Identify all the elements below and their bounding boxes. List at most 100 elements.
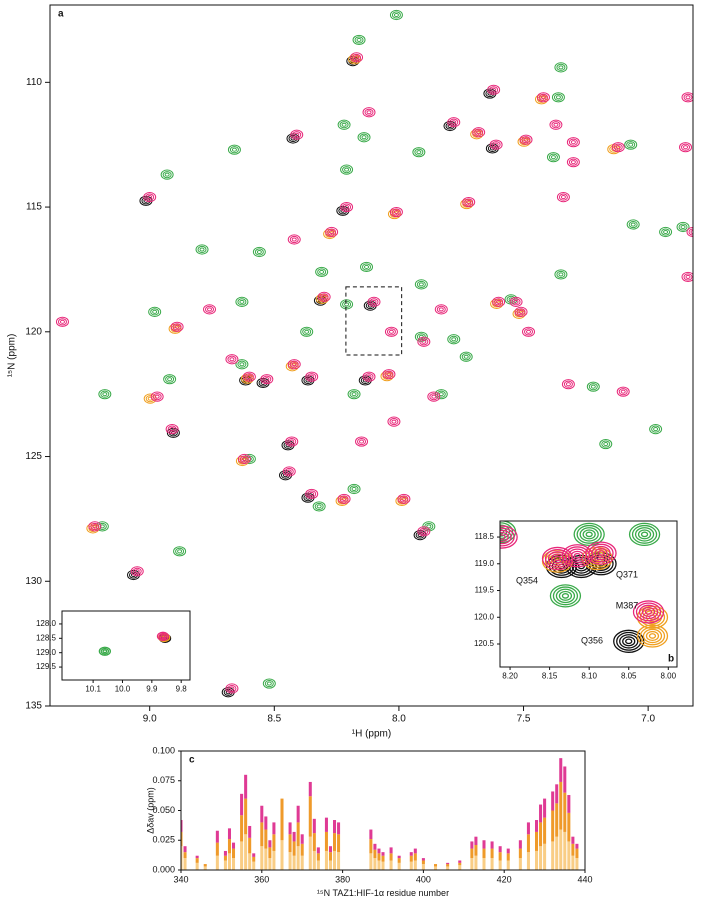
peak bbox=[362, 371, 376, 382]
contour bbox=[620, 389, 626, 394]
bar-segment bbox=[575, 848, 579, 859]
contour bbox=[289, 439, 295, 444]
y-tick-label: 128.0 bbox=[36, 619, 57, 628]
contour bbox=[242, 371, 256, 382]
bar-segment bbox=[244, 834, 248, 870]
bar-segment bbox=[324, 850, 328, 870]
bar-segment bbox=[268, 847, 272, 859]
bar-segment bbox=[470, 858, 474, 870]
bar-segment bbox=[181, 831, 183, 847]
contour bbox=[235, 359, 249, 370]
bar-segment bbox=[526, 822, 530, 835]
contour bbox=[568, 138, 578, 146]
contour bbox=[414, 148, 424, 156]
peak bbox=[447, 117, 461, 128]
contour bbox=[349, 485, 359, 493]
contour bbox=[560, 195, 566, 200]
contour bbox=[417, 526, 431, 537]
bar-segment bbox=[183, 858, 187, 870]
peak-annotation: Q356 bbox=[581, 635, 603, 645]
contour bbox=[173, 546, 187, 557]
contour bbox=[357, 437, 367, 446]
contour bbox=[451, 337, 457, 342]
contour bbox=[625, 638, 633, 645]
bar-segment bbox=[571, 836, 575, 844]
contour bbox=[637, 529, 652, 540]
bar-segment bbox=[559, 829, 563, 870]
bar-segment bbox=[195, 855, 199, 859]
contour bbox=[162, 171, 172, 179]
bar-segment bbox=[260, 846, 264, 870]
y-tick-label: 125 bbox=[25, 451, 42, 462]
contour bbox=[347, 389, 361, 400]
contour bbox=[553, 122, 559, 127]
contour bbox=[416, 280, 426, 288]
contour bbox=[150, 391, 164, 402]
contour bbox=[160, 169, 174, 180]
contour bbox=[309, 491, 315, 496]
bar-segment bbox=[474, 855, 478, 870]
bar-segment bbox=[470, 848, 474, 859]
bar-segment bbox=[264, 816, 268, 830]
peak bbox=[561, 379, 575, 390]
x-tick-label: 7.5 bbox=[517, 714, 531, 725]
contour bbox=[366, 374, 372, 379]
contour bbox=[388, 329, 394, 334]
contour bbox=[359, 133, 369, 141]
contour bbox=[165, 375, 175, 383]
contour bbox=[599, 438, 613, 450]
peak bbox=[632, 600, 665, 624]
contour bbox=[642, 628, 663, 644]
contour bbox=[337, 119, 351, 130]
contour bbox=[416, 150, 422, 155]
x-tick-label: 340 bbox=[173, 875, 188, 885]
contour bbox=[239, 299, 245, 304]
y-tick-label: 110 bbox=[26, 77, 42, 88]
contour bbox=[579, 527, 599, 542]
contour bbox=[359, 439, 365, 444]
contour bbox=[229, 686, 235, 691]
contour bbox=[466, 200, 472, 205]
x-axis-label: ¹H (ppm) bbox=[352, 729, 391, 740]
contour bbox=[352, 53, 362, 61]
bar-segment bbox=[324, 817, 328, 832]
contour bbox=[241, 456, 247, 462]
contour bbox=[284, 467, 294, 476]
contour bbox=[500, 529, 512, 545]
bar-segment bbox=[252, 853, 256, 857]
peak bbox=[156, 631, 170, 641]
x-tick-label: 9.9 bbox=[146, 685, 158, 694]
bar-segment bbox=[369, 839, 373, 854]
peak bbox=[459, 351, 473, 362]
peak bbox=[235, 359, 249, 370]
contour bbox=[464, 198, 474, 206]
bar-segment bbox=[575, 858, 579, 870]
contour bbox=[476, 130, 482, 135]
contour bbox=[361, 135, 367, 140]
bar-segment bbox=[260, 822, 264, 847]
contour bbox=[447, 117, 461, 128]
peak bbox=[98, 646, 112, 656]
contour bbox=[523, 137, 529, 142]
contour bbox=[436, 305, 446, 313]
contour bbox=[570, 550, 584, 561]
contour bbox=[163, 374, 177, 385]
contour bbox=[262, 678, 276, 689]
bar-segment bbox=[535, 831, 539, 851]
contour bbox=[321, 294, 327, 299]
contour bbox=[340, 164, 354, 175]
contour bbox=[511, 298, 521, 306]
peak bbox=[397, 493, 411, 505]
x-tick-label: 380 bbox=[335, 875, 350, 885]
peak bbox=[287, 234, 301, 245]
contour bbox=[389, 418, 399, 426]
contour bbox=[88, 521, 102, 532]
bar-segment bbox=[575, 843, 579, 849]
bar-segment bbox=[300, 855, 304, 870]
contour bbox=[174, 324, 180, 329]
contour bbox=[417, 336, 431, 347]
peak bbox=[357, 132, 371, 143]
contour bbox=[630, 222, 636, 227]
bar-segment bbox=[482, 858, 486, 870]
contour bbox=[100, 647, 110, 655]
